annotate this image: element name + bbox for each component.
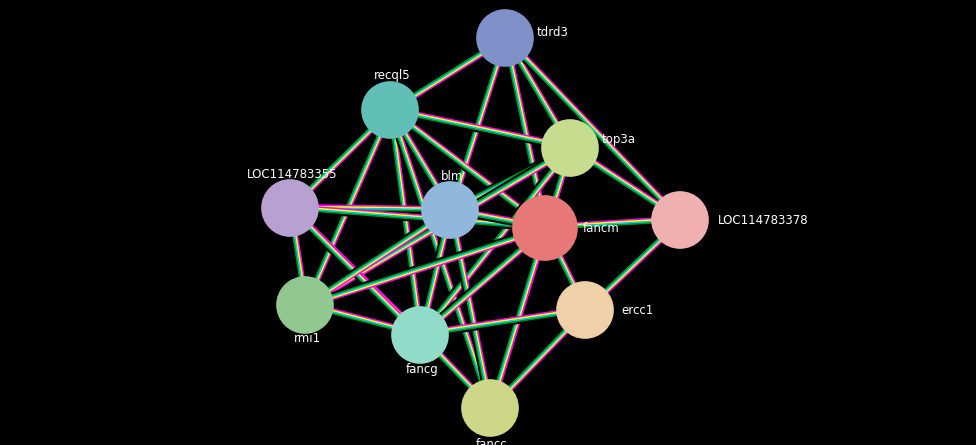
Circle shape	[513, 196, 577, 260]
Circle shape	[462, 380, 518, 436]
Text: blm: blm	[441, 170, 464, 182]
Text: fancg: fancg	[406, 364, 438, 376]
Text: ercc1: ercc1	[621, 303, 653, 316]
Text: LOC114783378: LOC114783378	[718, 214, 809, 227]
Circle shape	[422, 182, 478, 238]
Text: fancc: fancc	[476, 437, 508, 445]
Text: fancm: fancm	[583, 222, 620, 235]
Circle shape	[542, 120, 598, 176]
Circle shape	[652, 192, 708, 248]
Circle shape	[392, 307, 448, 363]
Text: tdrd3: tdrd3	[537, 27, 569, 40]
Text: rmi1: rmi1	[294, 332, 320, 345]
Text: recql5: recql5	[374, 69, 410, 82]
Circle shape	[557, 282, 613, 338]
Circle shape	[477, 10, 533, 66]
Text: LOC114783355: LOC114783355	[247, 167, 338, 181]
Circle shape	[277, 277, 333, 333]
Circle shape	[262, 180, 318, 236]
Circle shape	[362, 82, 418, 138]
Text: top3a: top3a	[602, 134, 636, 146]
